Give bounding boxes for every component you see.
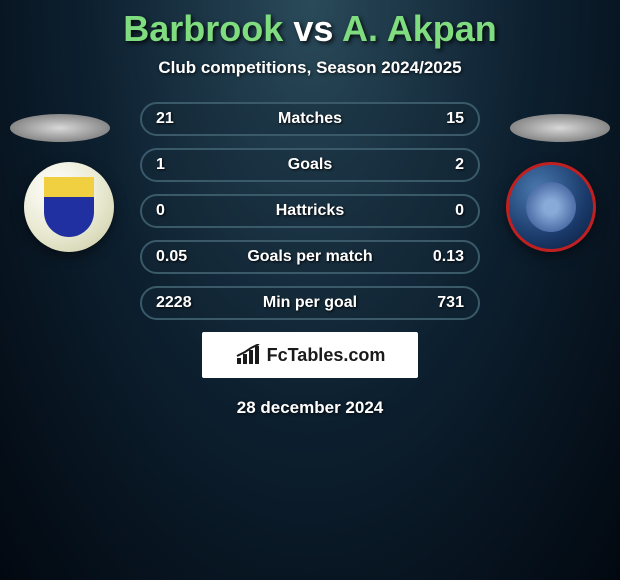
club-badge-left xyxy=(24,162,114,252)
brand-box: FcTables.com xyxy=(202,332,418,378)
stat-right: 15 xyxy=(420,110,464,128)
competition-subtitle: Club competitions, Season 2024/2025 xyxy=(0,58,620,78)
stat-label: Min per goal xyxy=(263,294,357,312)
stat-row: 2228 Min per goal 731 xyxy=(140,286,480,320)
vs-label: vs xyxy=(293,8,333,49)
stat-row: 0.05 Goals per match 0.13 xyxy=(140,240,480,274)
stat-right: 0.13 xyxy=(420,248,464,266)
stat-label: Matches xyxy=(278,110,342,128)
stat-left: 1 xyxy=(156,156,200,174)
stat-right: 2 xyxy=(420,156,464,174)
brand-label: FcTables.com xyxy=(267,345,386,366)
stat-row: 21 Matches 15 xyxy=(140,102,480,136)
page-title: Barbrook vs A. Akpan xyxy=(0,0,620,50)
spotlight-left xyxy=(10,114,110,142)
player1-name: Barbrook xyxy=(123,8,283,49)
stats-table: 21 Matches 15 1 Goals 2 0 Hattricks 0 0.… xyxy=(140,102,480,320)
stat-left: 0.05 xyxy=(156,248,200,266)
spotlight-right xyxy=(510,114,610,142)
club-badge-right xyxy=(506,162,596,252)
stat-label: Goals per match xyxy=(247,248,372,266)
stat-left: 21 xyxy=(156,110,200,128)
stat-right: 731 xyxy=(420,294,464,312)
stat-left: 2228 xyxy=(156,294,200,312)
comparison-stage: 21 Matches 15 1 Goals 2 0 Hattricks 0 0.… xyxy=(0,102,620,418)
stat-row: 1 Goals 2 xyxy=(140,148,480,182)
shield-icon xyxy=(44,177,94,237)
player2-name: A. Akpan xyxy=(342,8,497,49)
bar-chart-icon xyxy=(235,344,261,366)
stat-right: 0 xyxy=(420,202,464,220)
snapshot-date: 28 december 2024 xyxy=(0,398,620,418)
stat-label: Goals xyxy=(288,156,332,174)
phoenix-icon xyxy=(526,182,576,232)
stat-row: 0 Hattricks 0 xyxy=(140,194,480,228)
stat-label: Hattricks xyxy=(276,202,344,220)
stat-left: 0 xyxy=(156,202,200,220)
